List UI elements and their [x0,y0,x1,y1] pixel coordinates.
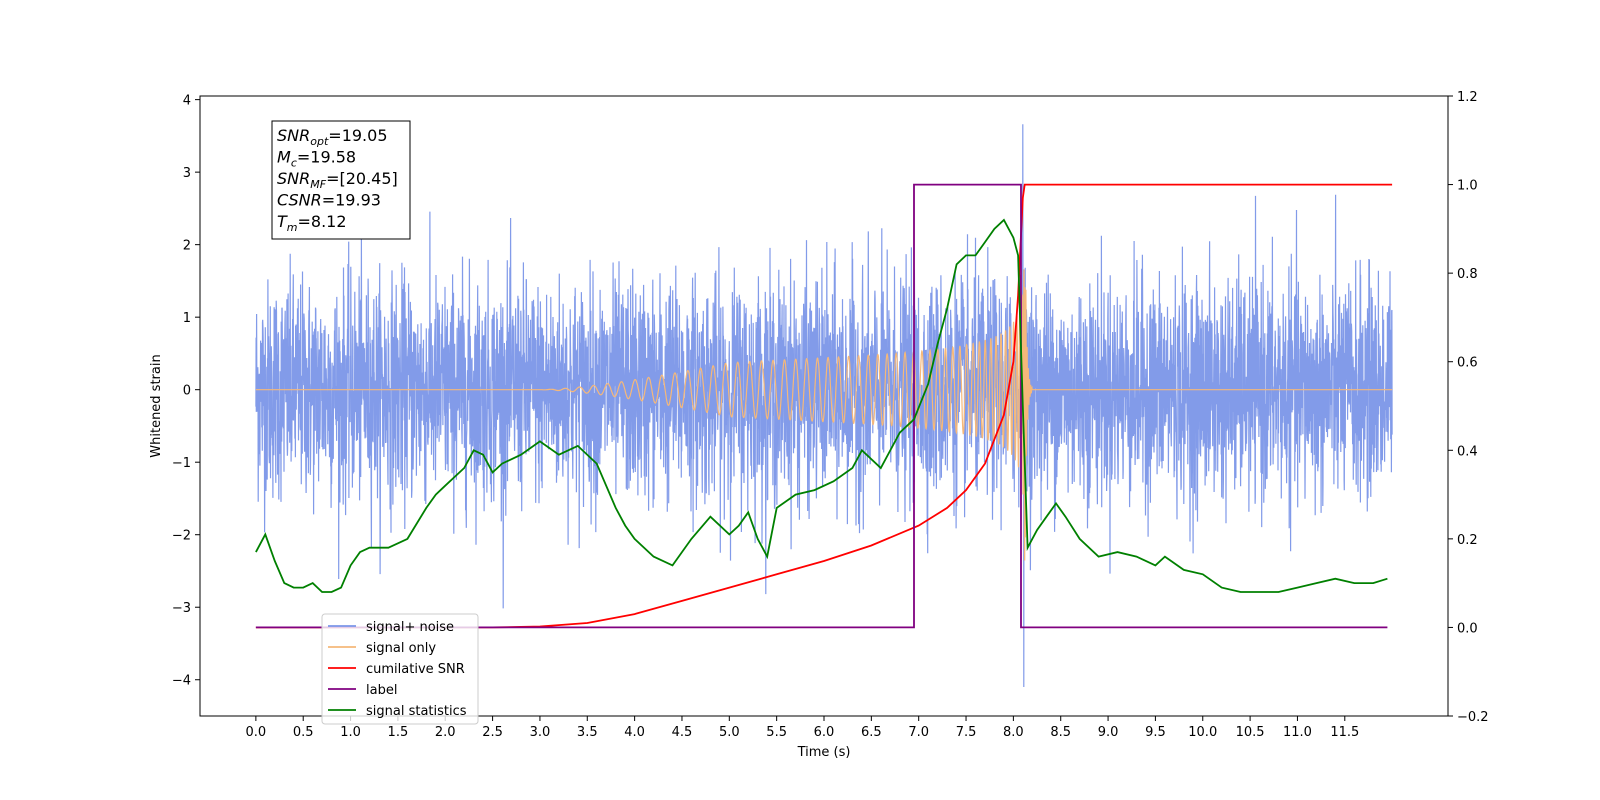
y-right-tick-label: 1.0 [1457,179,1478,194]
legend-label: signal statistics [366,704,467,719]
x-tick-label: 11.0 [1283,725,1312,740]
x-tick-label: 9.0 [1098,725,1119,740]
x-tick-label: 4.0 [624,725,645,740]
y-left-tick-label: −3 [172,601,191,616]
x-tick-label: 5.0 [719,725,740,740]
y-left-tick-label: 3 [183,166,191,181]
stats-annotation-box: SNRopt=19.05Mc=19.58SNRMF=[20.45]CSNR=19… [271,120,411,240]
x-axis-label: Time (s) [797,745,851,760]
x-tick-label: 6.0 [814,725,835,740]
x-tick-label: 6.5 [861,725,882,740]
y-left-tick-label: 4 [183,94,191,109]
annotation-line: Mc=19.58 [277,148,356,170]
series-signal-statistics-line [255,218,1388,593]
y-right-tick-label: 0.0 [1457,621,1478,636]
series-label-line [255,183,1388,629]
x-tick-label: 7.5 [956,725,977,740]
series-cumulative-snr-line [255,183,1393,629]
x-tick-label: 8.5 [1050,725,1071,740]
x-tick-label: 7.0 [908,725,929,740]
legend-label: cumilative SNR [366,662,465,677]
y-left-tick-label: 0 [183,384,191,399]
x-tick-label: 0.0 [246,725,267,740]
y-right-tick-label: 1.2 [1457,90,1478,105]
x-tick-label: 2.5 [482,725,503,740]
y-left-tick-label: −1 [172,456,191,471]
y-right-tick-label: 0.6 [1457,356,1478,371]
y-right-tick-label: 0.2 [1457,533,1478,548]
x-tick-label: 10.5 [1236,725,1265,740]
y-right-tick-label: 0.4 [1457,444,1478,459]
y-left-tick-label: 2 [183,239,191,254]
y-left-tick-label: 1 [183,311,191,326]
series-signal-only-line [255,269,1393,561]
y-axis-right: −0.2 0.0 0.2 0.4 0.6 0.8 1.0 1.2 [1448,90,1489,725]
y-right-tick-label: 0.8 [1457,267,1478,282]
x-tick-label: 5.5 [766,725,787,740]
x-axis: 0.0 0.5 1.0 1.5 2.0 2.5 3.0 3.5 4.0 4.5 5.0 5.5 6.0 6… [246,716,1359,740]
legend-label: label [366,683,397,698]
x-tick-label: 8.0 [1003,725,1024,740]
annotation-line: Tm=8.12 [277,212,347,234]
annotation-line: SNRopt=19.05 [277,126,388,148]
legend-label: signal+ noise [366,620,454,635]
y-left-tick-label: −4 [172,674,191,689]
y-axis-left: −4 −3 −2 −1 0 1 2 3 4 [172,94,200,689]
y-right-tick-label: −0.2 [1457,710,1489,725]
x-tick-label: 4.5 [672,725,693,740]
legend-frame [321,613,479,725]
y-left-tick-label: −2 [172,529,191,544]
series-signal-noise-line [255,124,1393,688]
x-tick-label: 1.5 [388,725,409,740]
x-tick-label: 3.5 [577,725,598,740]
x-tick-label: 3.0 [530,725,551,740]
annotation-frame [271,120,411,240]
plot-content [255,124,1393,688]
y-axis-label: Whitened strain [149,354,164,457]
legend-label: signal only [366,641,436,656]
x-tick-label: 2.0 [435,725,456,740]
x-tick-label: 10.0 [1188,725,1217,740]
legend: signal+ noise signal only cumilative SNR la… [321,613,479,725]
x-tick-label: 9.5 [1145,725,1166,740]
x-tick-label: 11.5 [1330,725,1359,740]
x-tick-label: 0.5 [293,725,314,740]
annotation-line: CSNR=19.93 [277,191,381,210]
x-tick-label: 1.0 [340,725,361,740]
annotation-line: SNRMF=[20.45] [277,169,398,191]
